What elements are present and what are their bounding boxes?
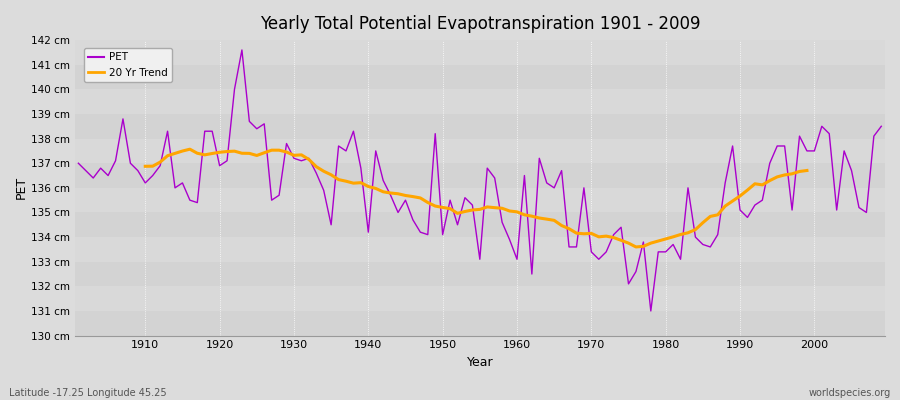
Bar: [75, 311, 885, 336]
Bar: [75, 139, 885, 163]
Y-axis label: PET: PET: [15, 176, 28, 200]
Text: Latitude -17.25 Longitude 45.25: Latitude -17.25 Longitude 45.25: [9, 388, 166, 398]
Bar: [75, 114, 885, 139]
Bar: [75, 237, 885, 262]
X-axis label: Year: Year: [466, 356, 493, 369]
Text: worldspecies.org: worldspecies.org: [809, 388, 891, 398]
Bar: [75, 188, 885, 212]
Bar: [75, 65, 885, 89]
Bar: [75, 40, 885, 65]
Bar: [75, 89, 885, 114]
Title: Yearly Total Potential Evapotranspiration 1901 - 2009: Yearly Total Potential Evapotranspiratio…: [259, 15, 700, 33]
Bar: [75, 262, 885, 286]
Bar: [75, 286, 885, 311]
Legend: PET, 20 Yr Trend: PET, 20 Yr Trend: [84, 48, 172, 82]
Bar: [75, 212, 885, 237]
Bar: [75, 163, 885, 188]
